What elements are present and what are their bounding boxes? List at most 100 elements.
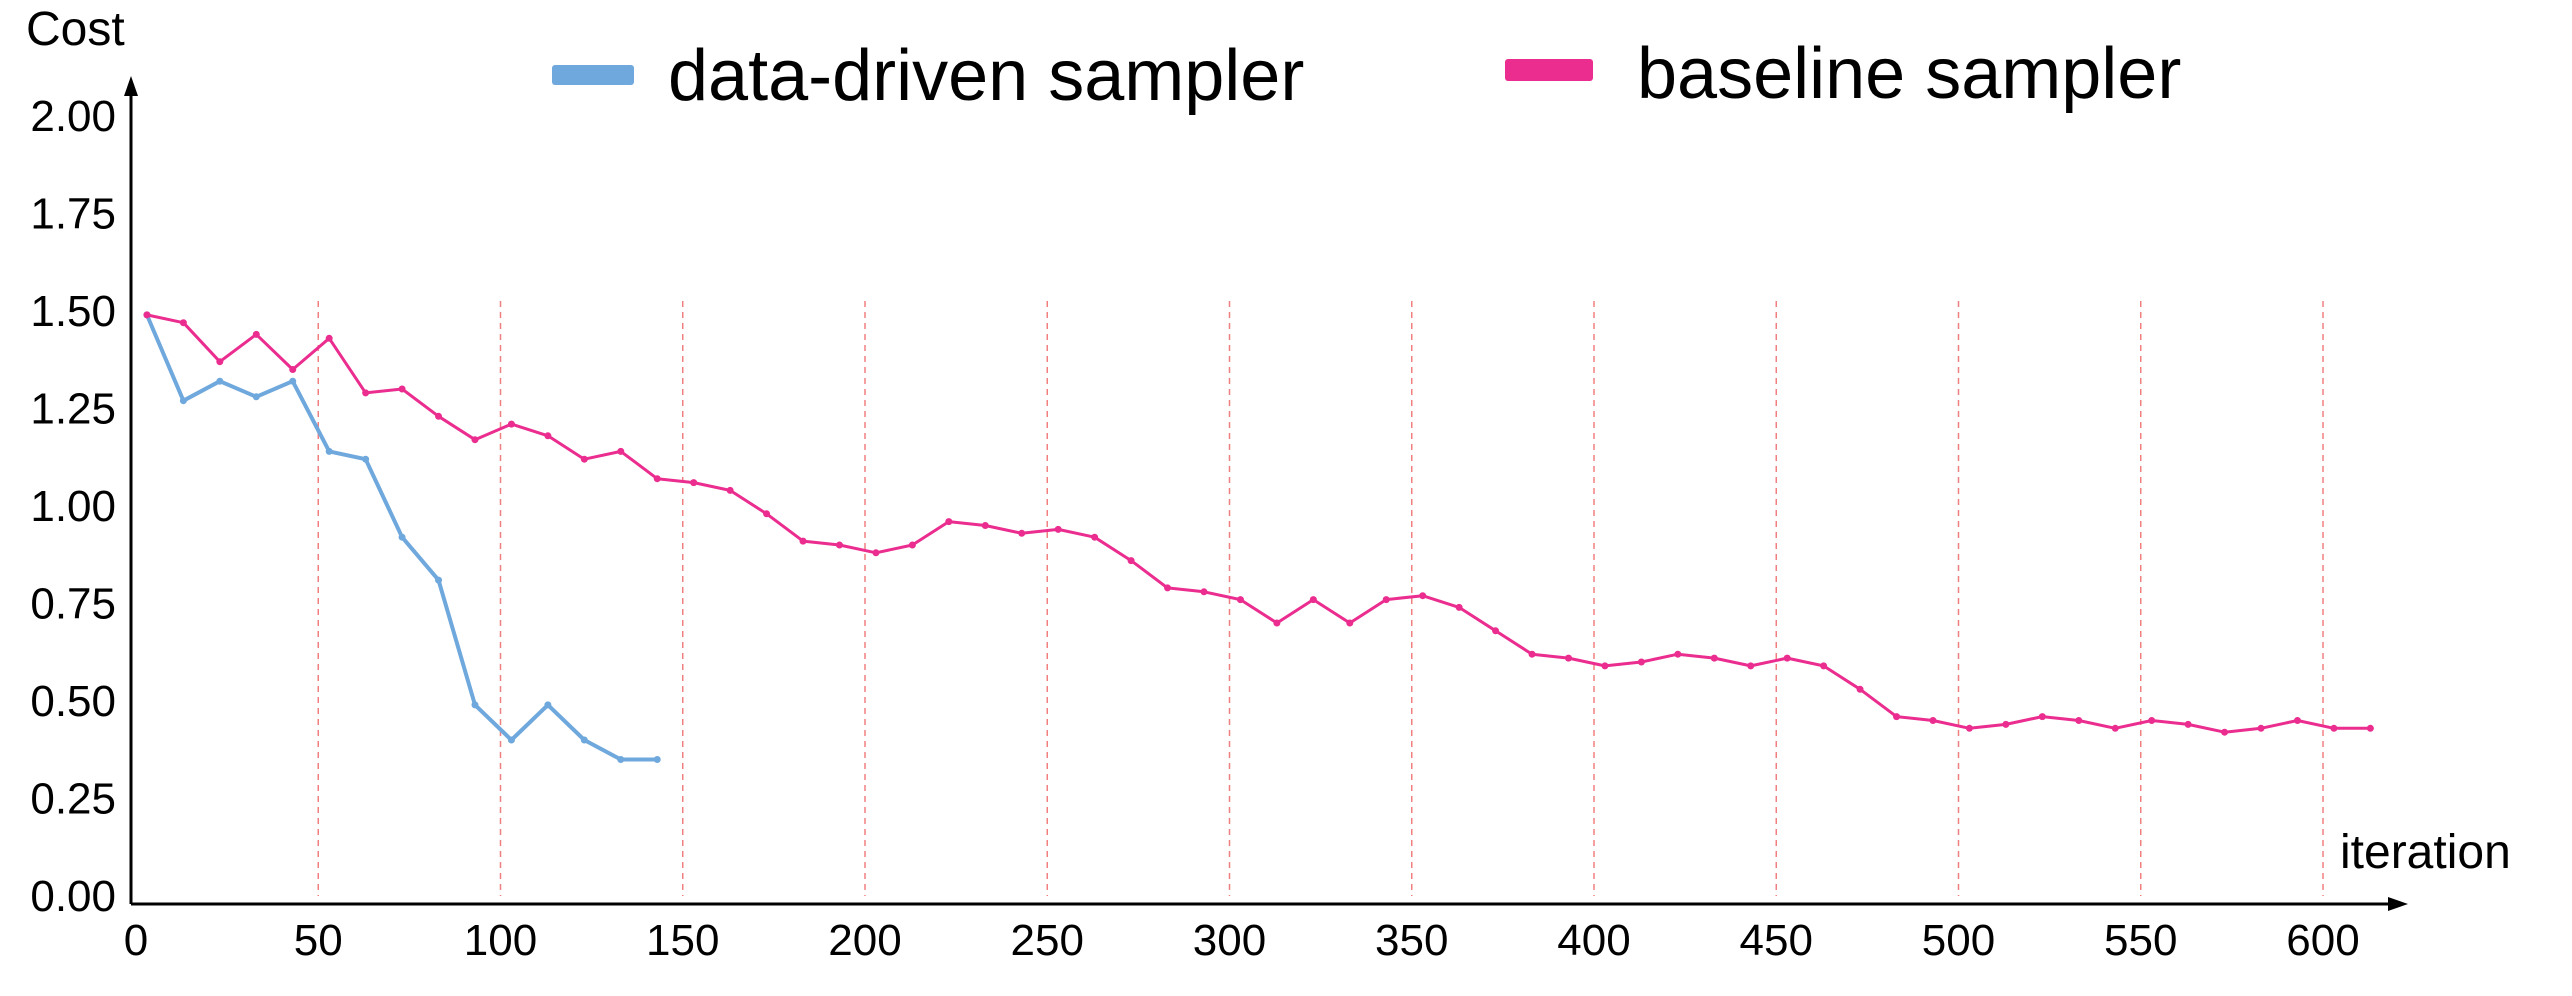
data-point xyxy=(2330,724,2338,732)
y-tick-label: 1.75 xyxy=(30,190,116,239)
legend-swatch xyxy=(1505,59,1593,81)
x-tick-label: 600 xyxy=(2286,916,2359,965)
data-point xyxy=(981,522,989,529)
data-point xyxy=(252,330,260,338)
data-point xyxy=(143,311,151,319)
x-tick-label: 300 xyxy=(1193,916,1266,965)
data-point xyxy=(1929,717,1937,724)
x-tick-labels: 0 50 100 150 200 250 300 350 400 450 500 550 600 xyxy=(124,916,2360,965)
y-tick-label: 0.50 xyxy=(30,677,116,726)
x-tick-label: 50 xyxy=(294,916,343,965)
data-point xyxy=(1637,658,1645,666)
data-point xyxy=(435,576,443,584)
data-point xyxy=(1820,662,1828,670)
data-point xyxy=(289,377,297,385)
data-point xyxy=(471,436,479,444)
x-tick-label: 250 xyxy=(1011,916,1084,965)
data-point xyxy=(1018,529,1026,537)
data-point xyxy=(617,447,625,455)
data-point xyxy=(1747,662,1755,670)
x-tick-label: 550 xyxy=(2104,916,2177,965)
data-point xyxy=(1236,596,1244,604)
x-tick-label: 400 xyxy=(1557,916,1630,965)
x-axis-arrow xyxy=(2388,897,2408,911)
data-point xyxy=(945,518,953,526)
data-point xyxy=(1492,627,1500,635)
data-point xyxy=(471,701,479,709)
data-point xyxy=(507,736,515,744)
x-tick-label: 450 xyxy=(1740,916,1813,965)
legend-label: data-driven sampler xyxy=(668,36,1304,116)
series-0 xyxy=(143,311,661,763)
data-point xyxy=(1455,603,1463,611)
data-point xyxy=(1200,588,1208,596)
data-point xyxy=(2002,720,2010,728)
data-point xyxy=(1564,654,1572,662)
data-point xyxy=(2075,717,2083,724)
data-point xyxy=(362,455,370,463)
data-point xyxy=(398,385,406,393)
data-point xyxy=(690,479,698,487)
data-point xyxy=(2221,728,2229,736)
data-point xyxy=(617,756,625,763)
data-point xyxy=(799,537,807,545)
data-point xyxy=(216,358,224,366)
data-point xyxy=(2293,717,2301,724)
data-point xyxy=(362,389,370,397)
y-tick-label: 1.00 xyxy=(30,482,116,531)
data-point xyxy=(325,334,333,342)
data-point xyxy=(2366,724,2374,732)
data-point xyxy=(1054,525,1062,533)
data-point xyxy=(653,475,661,483)
y-tick-labels: 0.00 0.25 0.50 0.75 1.00 1.25 1.50 1.75 2.00 xyxy=(30,92,116,921)
data-point xyxy=(1273,619,1281,627)
axes xyxy=(124,76,2408,911)
y-tick-label: 1.25 xyxy=(30,385,116,434)
data-point xyxy=(289,366,297,373)
data-point xyxy=(1856,685,1864,693)
y-axis-title: Cost xyxy=(26,3,125,56)
data-point xyxy=(908,541,916,549)
x-tick-label: 350 xyxy=(1375,916,1448,965)
data-point xyxy=(179,319,187,327)
data-point xyxy=(325,447,333,455)
data-point xyxy=(763,510,771,518)
y-axis-arrow xyxy=(124,76,138,96)
data-point xyxy=(252,393,260,401)
y-tick-label: 0.75 xyxy=(30,580,116,629)
legend-item-series-0: data-driven sampler xyxy=(552,36,1304,116)
y-tick-label: 1.50 xyxy=(30,287,116,336)
data-point xyxy=(580,736,588,744)
x-tick-label: 200 xyxy=(828,916,901,965)
grid-lines xyxy=(317,301,2324,896)
data-point xyxy=(544,432,552,440)
data-point xyxy=(1674,650,1682,658)
legend-item-series-1: baseline sampler xyxy=(1505,34,2181,114)
data-point xyxy=(1309,596,1317,604)
data-point xyxy=(216,377,224,385)
y-tick-label: 2.00 xyxy=(30,92,116,141)
data-point xyxy=(1783,654,1791,662)
data-point xyxy=(1346,619,1354,627)
y-tick-label: 0.25 xyxy=(30,775,116,824)
data-point xyxy=(2038,713,2046,721)
data-point xyxy=(1127,557,1135,565)
series-line xyxy=(146,313,2371,734)
data-point xyxy=(2184,720,2192,728)
series-layer xyxy=(143,311,2374,763)
data-point xyxy=(1382,596,1390,604)
data-point xyxy=(1528,650,1536,658)
legend-label: baseline sampler xyxy=(1637,34,2181,114)
data-point xyxy=(1965,724,1973,732)
data-point xyxy=(1710,654,1718,662)
data-point xyxy=(1893,713,1901,721)
legend: data-driven sampler baseline sampler xyxy=(552,34,2181,116)
data-point xyxy=(1601,662,1609,670)
data-point xyxy=(580,455,588,463)
y-tick-label: 0.00 xyxy=(30,872,116,921)
data-point xyxy=(2257,724,2265,732)
data-point xyxy=(2148,717,2156,724)
data-point xyxy=(179,397,187,405)
x-axis-title: iteration xyxy=(2340,826,2511,879)
